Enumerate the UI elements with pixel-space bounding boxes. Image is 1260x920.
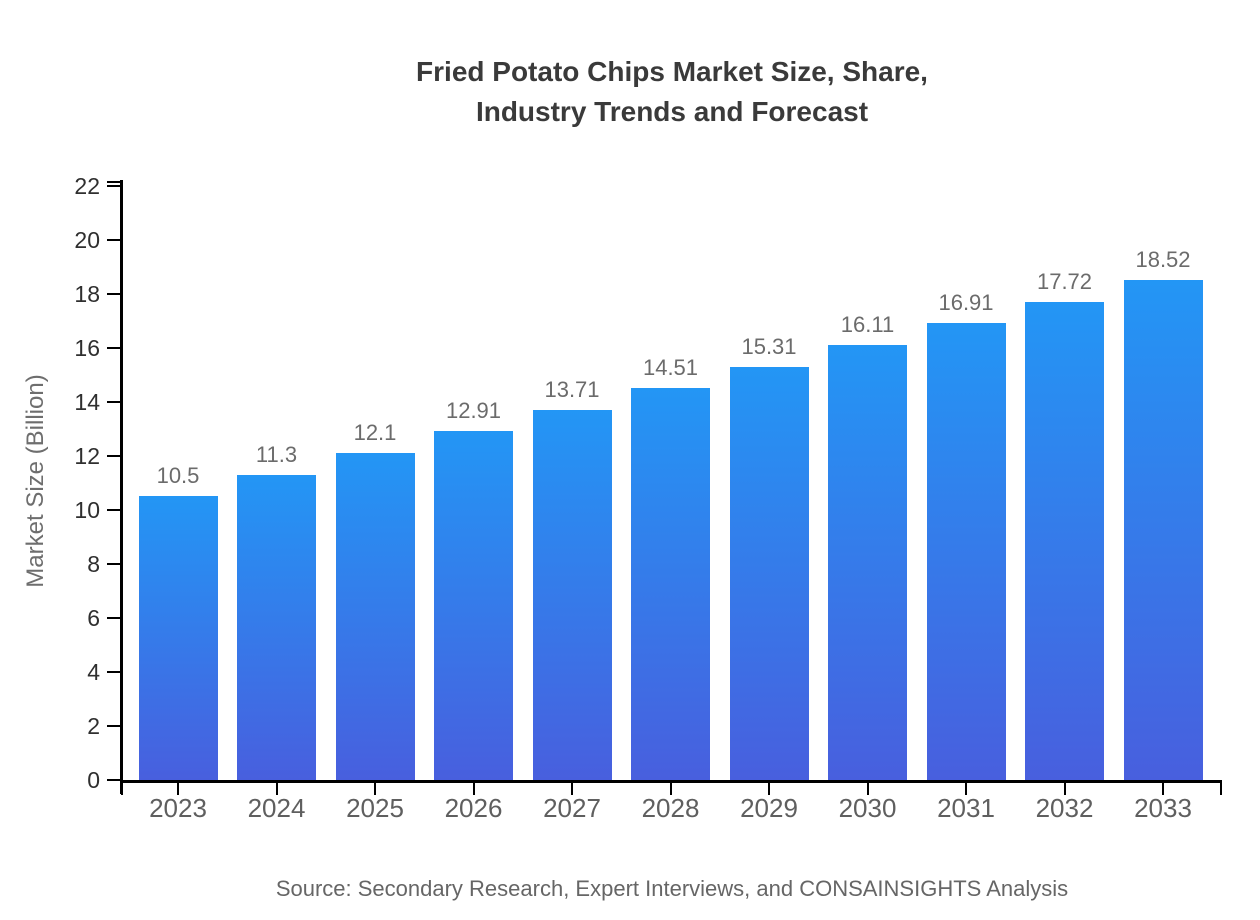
y-tick-label: 10 bbox=[74, 497, 100, 523]
chart-title: Fried Potato Chips Market Size, Share, I… bbox=[122, 52, 1222, 132]
bar-2024 bbox=[237, 475, 316, 780]
x-axis-endcap-tick bbox=[1220, 783, 1222, 795]
bar-2032 bbox=[1025, 302, 1104, 780]
bar-value-label-2032: 17.72 bbox=[1036, 269, 1093, 294]
x-tick-label-2033: 2033 bbox=[1134, 793, 1192, 823]
x-tick-label-2025: 2025 bbox=[346, 793, 404, 823]
bar-2030 bbox=[828, 345, 907, 780]
y-tick bbox=[107, 185, 121, 187]
x-tick-label-2023: 2023 bbox=[149, 793, 207, 823]
bar-2033 bbox=[1123, 280, 1203, 780]
y-tick-label: 2 bbox=[87, 713, 100, 739]
y-tick bbox=[107, 293, 121, 295]
chart-title-line-1: Fried Potato Chips Market Size, Share, bbox=[416, 56, 928, 87]
y-tick bbox=[107, 725, 121, 727]
bar-value-label-2028: 14.51 bbox=[642, 355, 699, 380]
x-axis-start-tick bbox=[121, 783, 123, 795]
y-tick-label: 0 bbox=[87, 767, 100, 793]
y-tick-label: 8 bbox=[87, 551, 100, 577]
x-tick-2029 bbox=[768, 783, 770, 795]
x-tick-2025 bbox=[374, 783, 376, 795]
bar-value-label-2024: 11.3 bbox=[255, 442, 298, 467]
y-tick bbox=[107, 779, 121, 781]
x-tick-label-2030: 2030 bbox=[838, 793, 897, 823]
x-tick-2031 bbox=[965, 783, 967, 795]
source-note: Source: Secondary Research, Expert Inter… bbox=[275, 876, 1069, 901]
y-tick bbox=[107, 455, 121, 457]
x-tick-2033 bbox=[1162, 783, 1164, 795]
y-tick-label: 12 bbox=[74, 443, 100, 469]
bar-value-label-2030: 16.11 bbox=[840, 312, 895, 337]
bar-2031 bbox=[926, 323, 1006, 780]
bar-value-label-2023: 10.5 bbox=[156, 463, 200, 488]
x-axis-line bbox=[122, 780, 1222, 783]
y-tick-label: 20 bbox=[74, 227, 100, 253]
y-tick-label: 14 bbox=[74, 389, 100, 415]
y-axis-line bbox=[120, 180, 123, 794]
bar-value-label-2029: 15.31 bbox=[741, 334, 797, 359]
bar-2023 bbox=[138, 496, 218, 780]
y-axis-endcap-tick bbox=[107, 181, 121, 183]
chart-title-line-2: Industry Trends and Forecast bbox=[475, 96, 869, 127]
y-tick bbox=[107, 239, 121, 241]
x-tick-label-2029: 2029 bbox=[740, 793, 798, 823]
bar-value-label-2026: 12.91 bbox=[445, 398, 502, 423]
x-tick-2028 bbox=[669, 783, 672, 795]
y-tick bbox=[107, 509, 121, 511]
x-tick-2023 bbox=[177, 783, 179, 795]
y-tick bbox=[107, 671, 121, 673]
bar-2027 bbox=[532, 410, 612, 780]
y-tick bbox=[107, 617, 121, 619]
x-tick-2026 bbox=[472, 783, 475, 795]
y-tick-label: 22 bbox=[74, 173, 100, 199]
y-tick bbox=[107, 563, 121, 565]
y-tick-label: 4 bbox=[87, 659, 100, 685]
bar-2026 bbox=[434, 431, 513, 780]
x-tick-label-2024: 2024 bbox=[247, 793, 306, 823]
y-tick-label: 18 bbox=[74, 281, 100, 307]
x-tick-label-2032: 2032 bbox=[1035, 793, 1094, 823]
bar-2025 bbox=[335, 453, 415, 780]
bar-2029 bbox=[729, 367, 809, 780]
y-tick bbox=[107, 347, 121, 349]
x-tick-label-2028: 2028 bbox=[641, 793, 700, 823]
x-tick-2024 bbox=[275, 783, 278, 795]
x-tick-2027 bbox=[571, 783, 573, 795]
y-tick-label: 16 bbox=[74, 335, 100, 361]
x-tick-2030 bbox=[866, 783, 869, 795]
bar-value-label-2031: 16.91 bbox=[938, 290, 994, 315]
x-tick-label-2027: 2027 bbox=[543, 793, 601, 823]
y-tick-label: 6 bbox=[87, 605, 100, 631]
y-tick bbox=[107, 401, 121, 403]
bar-2028 bbox=[631, 388, 710, 780]
bar-value-label-2027: 13.71 bbox=[544, 377, 600, 402]
x-tick-label-2026: 2026 bbox=[444, 793, 503, 823]
bar-value-label-2033: 18.52 bbox=[1135, 247, 1191, 272]
x-tick-2032 bbox=[1063, 783, 1066, 795]
x-tick-label-2031: 2031 bbox=[937, 793, 995, 823]
bar-value-label-2025: 12.1 bbox=[353, 420, 397, 445]
